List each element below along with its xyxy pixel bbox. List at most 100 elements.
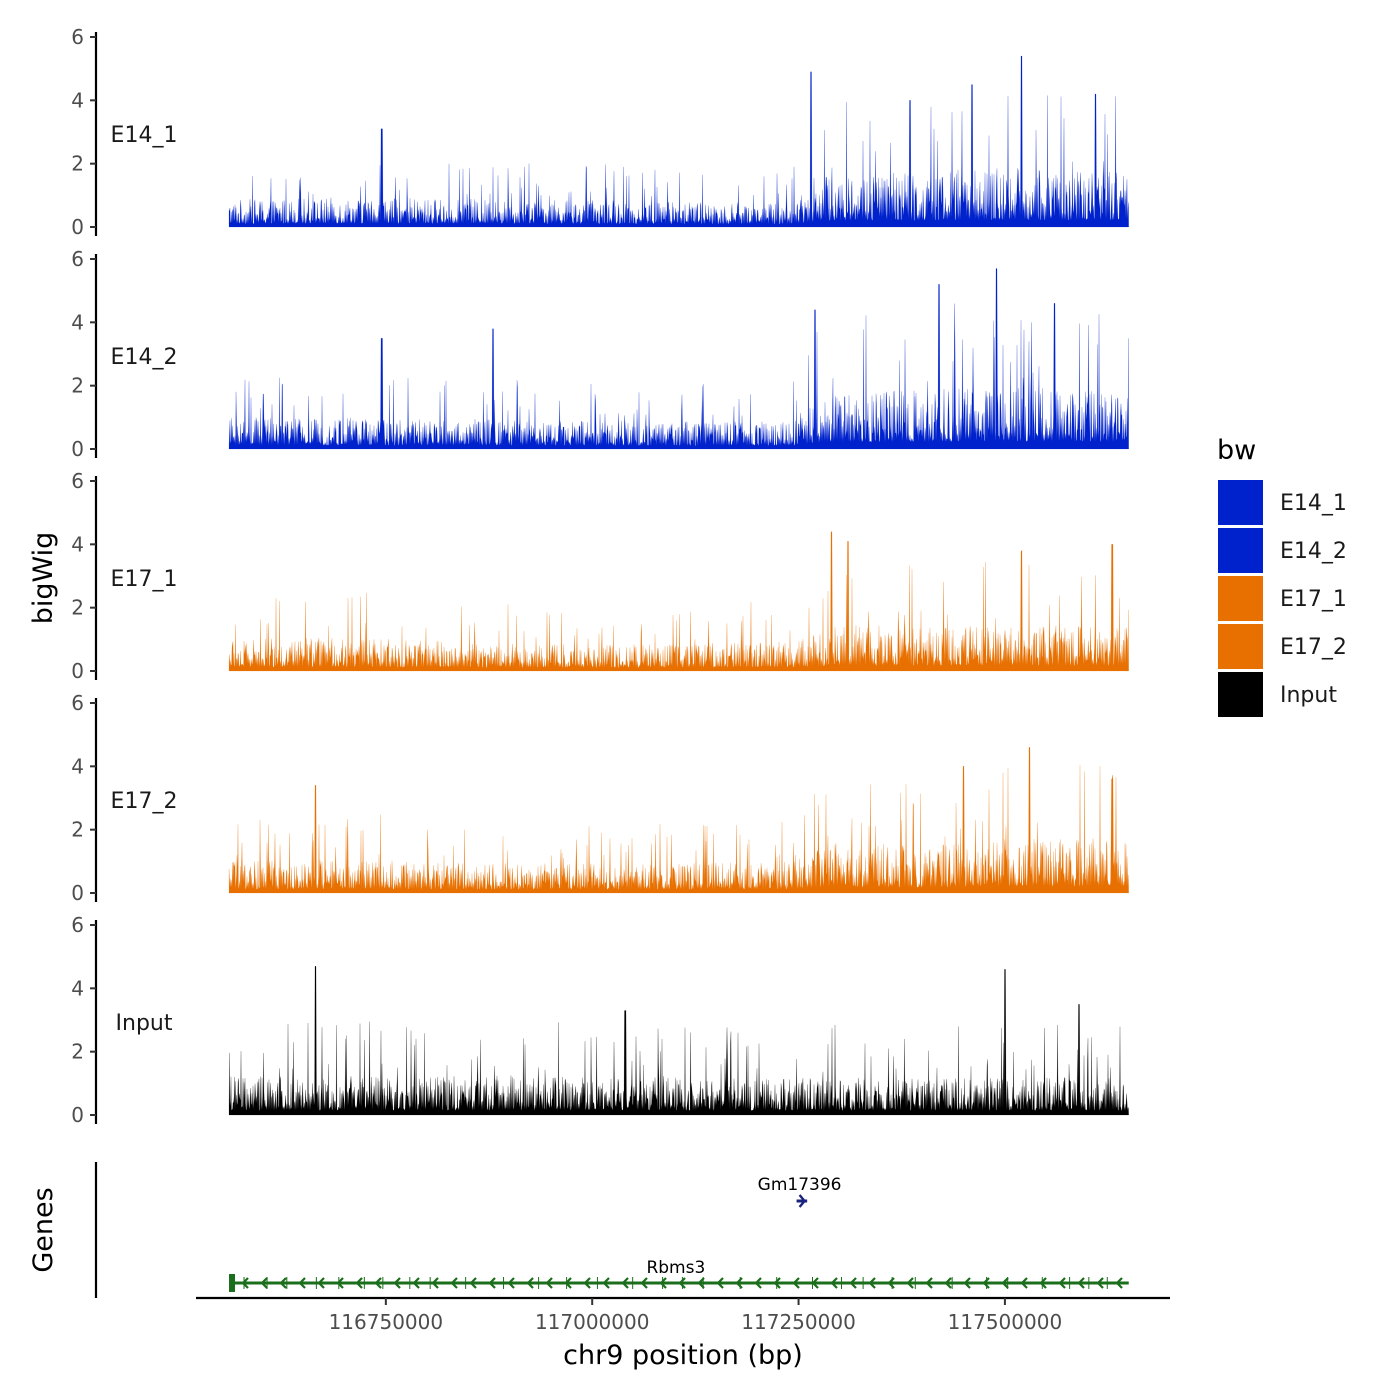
y-tick-label: 2 (71, 152, 84, 176)
strand-arrow (602, 1277, 610, 1289)
legend-swatch (1218, 576, 1263, 621)
signal-area-e14-1 (228, 55, 1129, 228)
y-tick-label: 6 (71, 25, 84, 49)
y-tick-label: 4 (71, 310, 84, 334)
y-tick-label: 2 (71, 596, 84, 620)
strand-arrow (963, 1277, 971, 1289)
strand-arrow (583, 1277, 591, 1289)
strand-arrow (1001, 1277, 1009, 1289)
y-tick-label: 0 (71, 881, 84, 905)
x-axis-title: chr9 position (bp) (563, 1340, 803, 1371)
strand-arrow (735, 1277, 743, 1289)
legend-label: E14_2 (1280, 539, 1347, 564)
track-input: 0 2 4 6 Input (71, 913, 1129, 1127)
gene-label: Gm17396 (758, 1175, 842, 1195)
strand-arrow (336, 1277, 344, 1289)
x-tick-label: 117500000 (948, 1310, 1063, 1334)
strand-arrow (868, 1277, 876, 1289)
strand-arrow (678, 1277, 686, 1289)
y-tick-label: 6 (71, 469, 84, 493)
strand-arrow (1058, 1277, 1066, 1289)
gene-exon (229, 1274, 236, 1292)
y-tick-label: 4 (71, 976, 84, 1000)
y-tick-label: 0 (71, 1103, 84, 1127)
strand-arrow (716, 1277, 724, 1289)
y-tick-label: 2 (71, 374, 84, 398)
y-tick-label: 6 (71, 247, 84, 271)
strand-arrow (355, 1277, 363, 1289)
strand-arrow (1039, 1277, 1047, 1289)
strand-arrow (887, 1277, 895, 1289)
strand-arrow (488, 1277, 496, 1289)
strand-arrow (754, 1277, 762, 1289)
strand-arrow (944, 1277, 952, 1289)
strand-arrow (773, 1277, 781, 1289)
gene-rbms3: Rbms3 (229, 1258, 1129, 1292)
strand-arrow (431, 1277, 439, 1289)
legend-swatch (1218, 672, 1263, 717)
signal-area-e17-1 (228, 531, 1129, 672)
strand-arrow (1020, 1277, 1028, 1289)
strand-arrow (507, 1277, 515, 1289)
strand-arrow (621, 1277, 629, 1289)
gene-models: Gm17396 Rbms3 (229, 1175, 1129, 1292)
genes-axis-title: Genes (28, 1187, 59, 1272)
strand-arrow (393, 1277, 401, 1289)
strand-arrow (564, 1277, 572, 1289)
track-label: E14_2 (111, 345, 178, 370)
track-e17-1: 0 2 4 6 E17_1 (71, 469, 1129, 683)
x-axis-ticks: 116750000 117000000 117250000 117500000 (329, 1298, 1063, 1334)
strand-arrow (982, 1277, 990, 1289)
gene-gm17396: Gm17396 (758, 1175, 842, 1208)
strand-arrow (849, 1277, 857, 1289)
signal-area-e17-2 (228, 747, 1129, 894)
strand-arrow (697, 1277, 705, 1289)
strand-arrow (241, 1277, 249, 1289)
legend-entry: E14_1 (1218, 480, 1347, 525)
strand-arrow (260, 1277, 268, 1289)
track-label: E14_1 (111, 123, 178, 148)
legend: bw E14_1 E14_2 E17_1 E17_2 Input (1217, 435, 1347, 717)
strand-arrow (298, 1277, 306, 1289)
strand-arrow (469, 1277, 477, 1289)
y-tick-label: 0 (71, 437, 84, 461)
strand-arrow (1077, 1277, 1085, 1289)
signal-tracks: 0 2 4 6 E14_1 0 2 4 6 E14_2 0 2 4 6 E17_1 0 2 4 6 E17_2 0 2 4 6… (71, 25, 1129, 1127)
legend-swatch (1218, 624, 1263, 669)
signal-area-e14-2 (228, 268, 1129, 450)
strand-arrow (317, 1277, 325, 1289)
legend-title: bw (1217, 435, 1256, 466)
legend-swatch (1218, 480, 1263, 525)
legend-entry: Input (1218, 672, 1337, 717)
strand-arrow (925, 1277, 933, 1289)
x-tick-label: 117250000 (741, 1310, 856, 1334)
track-e14-2: 0 2 4 6 E14_2 (71, 247, 1129, 461)
y-tick-label: 6 (71, 691, 84, 715)
y-tick-label: 4 (71, 88, 84, 112)
strand-arrow (450, 1277, 458, 1289)
strand-arrow (1115, 1277, 1123, 1289)
strand-arrow (792, 1277, 800, 1289)
strand-arrow (412, 1277, 420, 1289)
track-e14-1: 0 2 4 6 E14_1 (71, 25, 1129, 239)
strand-arrow (545, 1277, 553, 1289)
legend-entry: E17_1 (1218, 576, 1347, 621)
legend-label: E17_1 (1280, 587, 1347, 612)
y-tick-label: 2 (71, 1040, 84, 1064)
x-tick-label: 116750000 (329, 1310, 444, 1334)
y-tick-label: 6 (71, 913, 84, 937)
y-tick-label: 2 (71, 818, 84, 842)
genes-panel: Genes Gm17396 Rbms3 116750000 117000000 117… (28, 1162, 1170, 1371)
gene-label: Rbms3 (646, 1258, 705, 1278)
legend-label: E17_2 (1280, 635, 1347, 660)
legend-label: Input (1280, 683, 1337, 708)
strand-arrow (279, 1277, 287, 1289)
legend-label: E14_1 (1280, 491, 1347, 516)
y-tick-label: 0 (71, 215, 84, 239)
track-label: E17_2 (111, 789, 178, 814)
track-label: Input (116, 1011, 173, 1036)
y-tick-label: 0 (71, 659, 84, 683)
legend-entry: E14_2 (1218, 528, 1347, 573)
legend-entry: E17_2 (1218, 624, 1347, 669)
